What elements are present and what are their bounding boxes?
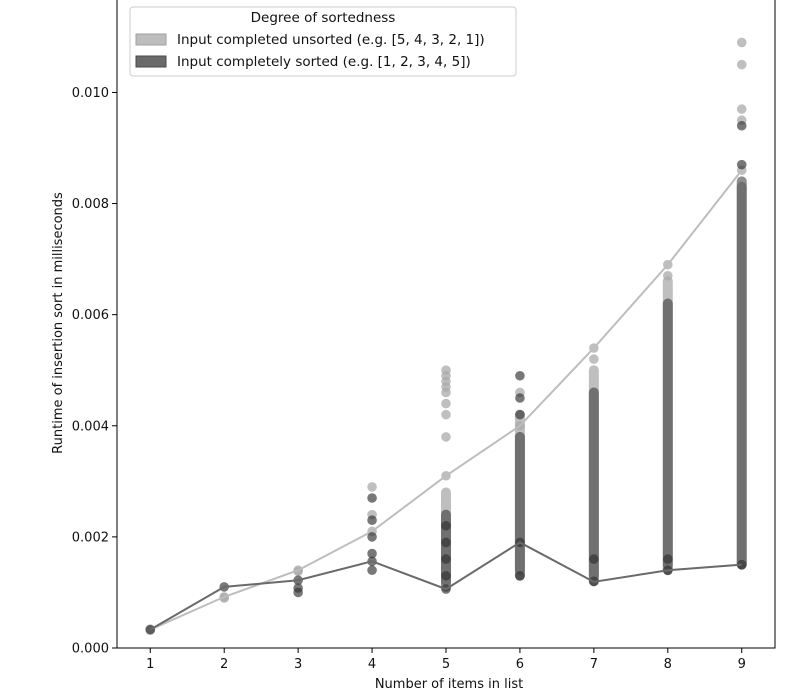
x-tick-label: 7 (590, 657, 598, 672)
legend: Degree of sortedness Input completed uns… (129, 6, 517, 77)
scatter-point (589, 554, 599, 564)
legend-box (129, 6, 517, 77)
scatter-point (441, 382, 451, 392)
x-tick-label: 1 (146, 657, 154, 672)
scatter-point (736, 59, 747, 70)
scatter-point (515, 370, 525, 381)
legend-swatch-sorted (135, 55, 167, 68)
x-axis-label: Number of items in list (375, 677, 523, 692)
y-tick-label: 0.008 (72, 197, 109, 212)
y-axis-label: Runtime of insertion sort in millisecond… (51, 192, 66, 454)
point-band (736, 176, 747, 570)
series-sorted (145, 120, 747, 635)
scatter-point (441, 409, 451, 420)
scatter-point (293, 587, 303, 598)
y-tick-label: 0.004 (72, 419, 109, 434)
scatter-point (367, 515, 377, 526)
x-tick-label: 2 (220, 657, 228, 672)
legend-label-unsorted: Input completed unsorted (e.g. [5, 4, 3,… (177, 32, 485, 48)
scatter-point (662, 270, 673, 281)
scatter-point (367, 482, 377, 492)
x-tick-label: 8 (664, 657, 672, 672)
scatter-point (515, 570, 525, 581)
scatter-point (441, 520, 451, 531)
scatter-point (441, 370, 451, 381)
scatter-point (441, 432, 451, 442)
y-axis: 0.000 0.002 0.004 0.006 0.008 0.010 (72, 86, 117, 657)
legend-label-sorted: Input completely sorted (e.g. [1, 2, 3, … (177, 54, 471, 70)
scatter-point (515, 409, 525, 420)
point-band (588, 387, 599, 587)
scatter-point (515, 393, 525, 403)
scatter-point (589, 354, 599, 364)
scatter-point (736, 120, 747, 131)
y-tick-label: 0.010 (72, 86, 109, 101)
scatter-point (736, 159, 747, 170)
scatter-point (736, 37, 747, 48)
scatter-point (441, 398, 451, 409)
point-band (514, 431, 525, 581)
scatter-point (367, 548, 377, 559)
y-tick-label: 0.002 (72, 530, 109, 545)
legend-swatch-unsorted (135, 33, 167, 46)
scatter-point (441, 554, 451, 564)
scatter-point (367, 532, 377, 542)
y-tick-label: 0.006 (72, 308, 109, 323)
mean-line (149, 541, 742, 631)
x-tick-label: 3 (294, 657, 302, 672)
legend-title: Degree of sortedness (251, 10, 396, 26)
x-axis: 1 2 3 4 5 6 7 8 9 (146, 648, 746, 672)
y-tick-label: 0.000 (72, 642, 109, 657)
point-band (662, 298, 673, 576)
scatter-point (662, 554, 673, 564)
scatter-point (441, 570, 451, 581)
x-tick-label: 5 (442, 657, 450, 672)
mean-line (149, 169, 743, 631)
x-tick-label: 4 (368, 657, 376, 672)
chart-marks (145, 37, 747, 636)
scatter-point (441, 537, 451, 548)
scatter-point (367, 565, 377, 576)
x-tick-label: 9 (738, 657, 746, 672)
x-tick-label: 6 (516, 657, 524, 672)
scatter-point (736, 104, 747, 114)
point-band (441, 509, 451, 592)
scatter-point (367, 493, 377, 503)
